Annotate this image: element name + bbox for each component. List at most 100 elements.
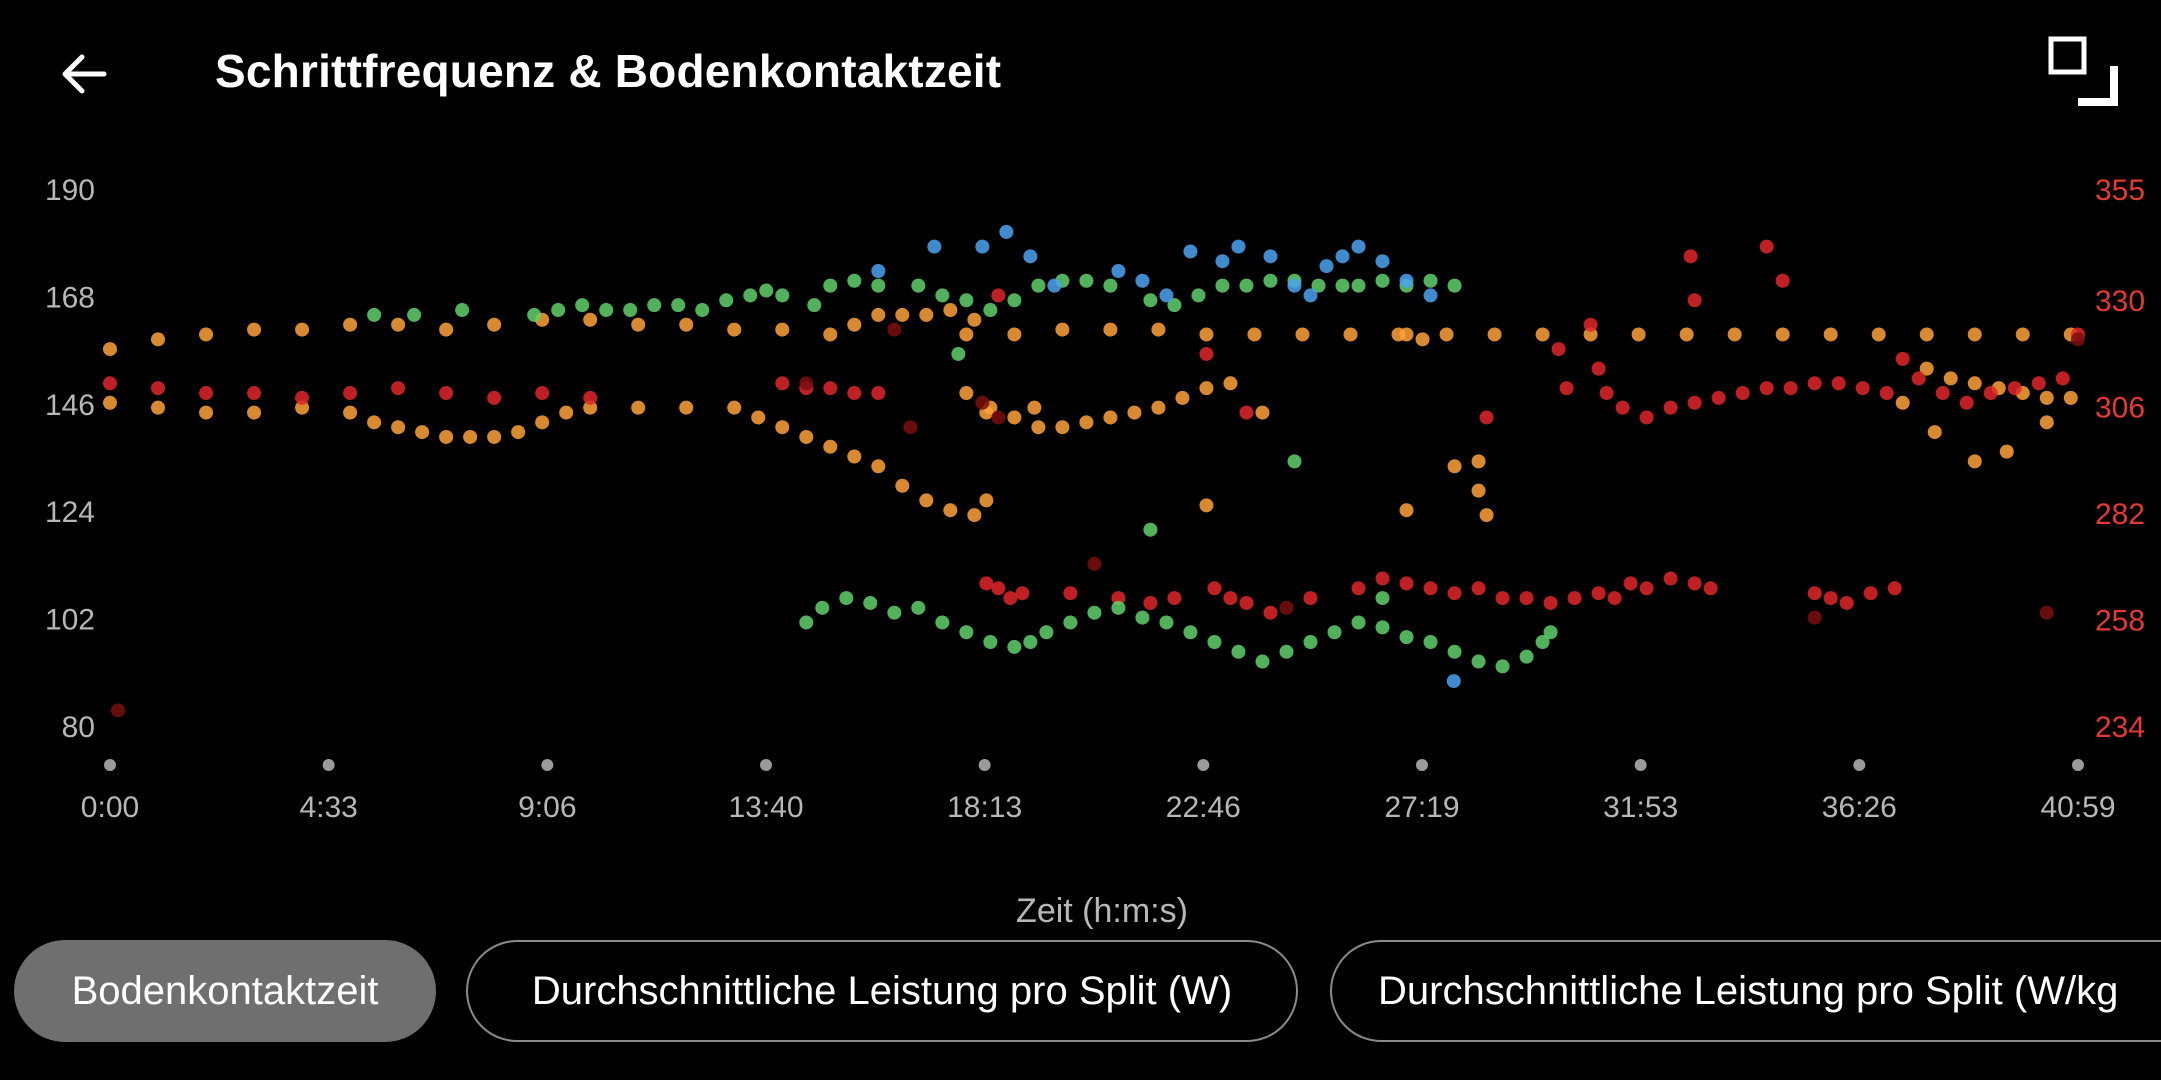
data-point-orange	[1967, 454, 1982, 469]
data-point-blue	[1023, 249, 1038, 264]
data-point-red	[1879, 386, 1894, 401]
data-point-orange	[1487, 327, 1502, 342]
data-point-red	[1143, 595, 1158, 610]
data-point-red	[991, 288, 1006, 303]
data-point-red	[871, 386, 886, 401]
data-point-red	[823, 381, 838, 396]
data-point-green	[1263, 273, 1278, 288]
data-point-red	[1623, 576, 1638, 591]
data-point-green	[1167, 298, 1182, 313]
data-point-orange	[919, 307, 934, 322]
data-point-orange	[247, 322, 262, 337]
data-point-red	[391, 381, 406, 396]
data-point-red	[1959, 395, 1974, 410]
data-point-red	[1351, 581, 1366, 596]
scatter-chart[interactable]: 80 102 124 146 168 190 234 258 282 306 330 355 0:0…	[0, 150, 2161, 940]
data-point-red	[1711, 390, 1726, 405]
data-point-orange	[1439, 327, 1454, 342]
x-tick-mark	[2072, 759, 2084, 771]
tab-label: Bodenkontaktzeit	[71, 968, 379, 1013]
data-point-green	[1215, 278, 1230, 293]
data-point-orange	[847, 317, 862, 332]
data-point-orange	[1775, 327, 1790, 342]
data-point-orange	[583, 312, 598, 327]
data-point-orange	[1919, 361, 1934, 376]
data-point-orange	[823, 327, 838, 342]
data-point-orange	[199, 405, 214, 420]
data-point-green	[1063, 615, 1078, 630]
data-point-green	[1351, 615, 1366, 630]
data-point-red	[1543, 595, 1558, 610]
x-axis-label: Zeit (h:m:s)	[1016, 892, 1188, 930]
data-point-green	[1007, 293, 1022, 308]
data-point-red	[1471, 581, 1486, 596]
data-point-green	[599, 303, 614, 318]
data-point-red	[1663, 400, 1678, 415]
data-point-green	[367, 307, 382, 322]
data-point-orange	[1679, 327, 1694, 342]
data-point-blue	[999, 224, 1014, 239]
data-point-green	[823, 278, 838, 293]
data-point-green	[1447, 644, 1462, 659]
x-tick-label: 4:33	[299, 791, 357, 824]
tab-leistung-wkg[interactable]: Durchschnittliche Leistung pro Split (W/…	[1330, 940, 2161, 1042]
data-point-red	[1855, 381, 1870, 396]
data-point-red	[343, 386, 358, 401]
data-point-orange	[1199, 498, 1214, 513]
data-point-green	[1303, 635, 1318, 650]
tab-label: Durchschnittliche Leistung pro Split (W/…	[1378, 968, 2119, 1013]
data-point-orange	[1247, 327, 1262, 342]
data-point-red	[1239, 405, 1254, 420]
data-point-orange	[151, 400, 166, 415]
data-point-green	[1287, 454, 1302, 469]
data-point-orange	[295, 322, 310, 337]
x-tick-label: 0:00	[81, 791, 139, 824]
data-point-green	[1143, 522, 1158, 537]
data-point-red	[1639, 581, 1654, 596]
tab-bodenkontaktzeit[interactable]: Bodenkontaktzeit	[14, 940, 436, 1042]
tab-label: Durchschnittliche Leistung pro Split (W)	[531, 968, 1233, 1013]
data-point-orange	[1927, 425, 1942, 440]
data-point-orange	[1943, 371, 1958, 386]
data-point-blue	[927, 239, 942, 254]
data-point-orange	[979, 493, 994, 508]
arrow-left-icon	[62, 54, 107, 94]
data-point-green	[887, 605, 902, 620]
data-point-green	[1231, 644, 1246, 659]
tab-leistung-w[interactable]: Durchschnittliche Leistung pro Split (W)	[466, 940, 1298, 1042]
fullscreen-button[interactable]	[2040, 30, 2140, 120]
data-point-red	[247, 386, 262, 401]
data-point-red	[1479, 410, 1494, 425]
data-point-orange	[391, 420, 406, 435]
top-bar: Schrittfrequenz & Bodenkontaktzeit	[0, 0, 2161, 150]
data-point-blue	[1047, 278, 1062, 293]
data-point-orange	[1151, 322, 1166, 337]
back-button[interactable]	[40, 30, 128, 118]
data-point-orange	[631, 317, 646, 332]
data-point-orange	[1471, 483, 1486, 498]
data-point-red	[199, 386, 214, 401]
data-point-red	[775, 376, 790, 391]
data-point-blue	[1375, 254, 1390, 269]
data-point-orange	[1631, 327, 1646, 342]
x-tick-mark	[541, 759, 554, 771]
data-point-orange	[967, 508, 982, 523]
data-point-blue	[1351, 239, 1366, 254]
data-point-dark_red	[1807, 610, 1822, 625]
data-point-blue	[1446, 674, 1461, 689]
data-point-orange	[1967, 376, 1982, 391]
data-point-red	[1839, 595, 1854, 610]
data-point-orange	[959, 327, 974, 342]
data-point-green	[839, 591, 854, 606]
data-point-blue	[1263, 249, 1278, 264]
data-point-green	[983, 635, 998, 650]
data-point-blue	[1231, 239, 1246, 254]
data-point-orange	[1079, 415, 1094, 430]
data-point-blue	[1335, 249, 1350, 264]
data-point-orange	[367, 415, 382, 430]
data-point-orange	[463, 429, 478, 444]
data-point-red	[1519, 591, 1534, 606]
data-point-orange	[959, 386, 974, 401]
data-point-orange	[1027, 400, 1042, 415]
data-point-orange	[775, 420, 790, 435]
